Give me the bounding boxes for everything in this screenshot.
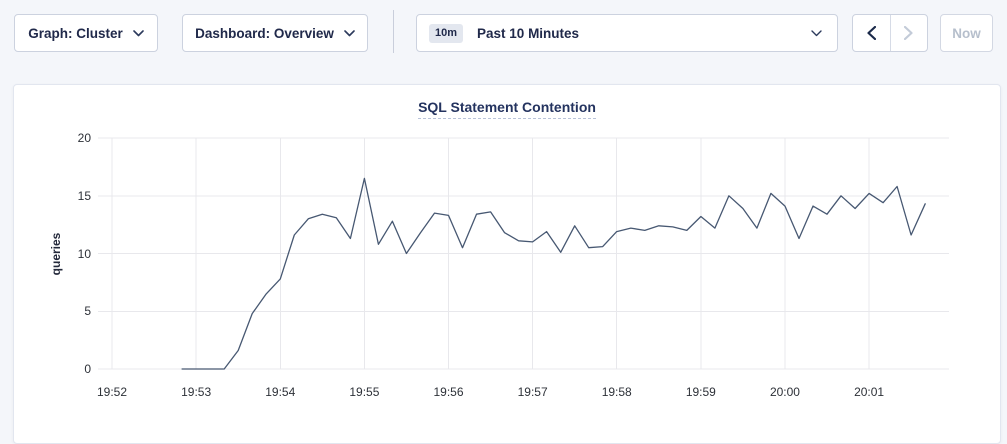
line-chart-plot[interactable] [98,137,949,370]
chart-title[interactable]: SQL Statement Contention [418,99,596,119]
now-button[interactable]: Now [940,14,993,52]
y-tick-label: 20 [77,131,91,145]
x-tick-label: 19:54 [265,385,296,399]
chart-card: SQL Statement Contention queries 0 5 10 15 2… [13,84,1001,444]
toolbar: Graph: Cluster Dashboard: Overview 10m P… [0,0,1007,70]
toolbar-divider [393,10,394,53]
chevron-left-icon [867,26,876,40]
y-tick-label: 0 [84,362,91,376]
chevron-down-icon [132,29,144,36]
time-forward-button[interactable] [889,15,928,51]
graph-dropdown-label: Graph: Cluster [28,25,123,41]
x-tick-label: 19:53 [181,385,212,399]
series-line-queries [181,177,926,370]
time-range-picker[interactable]: 10m Past 10 Minutes [416,14,838,52]
y-tick-label: 15 [77,188,91,203]
x-tick-label: 19:57 [517,385,548,399]
x-tick-label: 19:55 [349,385,380,399]
x-tick-label: 19:52 [97,385,128,399]
dashboard-dropdown-label: Dashboard: Overview [195,25,334,41]
dashboard-dropdown[interactable]: Dashboard: Overview [182,14,368,52]
x-tick-label: 19:56 [433,385,464,399]
chart-title-row: SQL Statement Contention [14,99,1000,119]
time-range-label: Past 10 Minutes [477,25,580,41]
x-tick-label: 20:01 [854,385,885,399]
y-tick-label: 5 [84,304,91,319]
graph-dropdown[interactable]: Graph: Cluster [14,14,158,52]
y-tick-label: 10 [77,246,91,261]
time-range-badge: 10m [429,23,464,43]
x-tick-label: 20:00 [769,385,800,399]
time-nav-group [852,14,928,52]
chevron-right-icon [904,26,913,40]
time-back-button[interactable] [853,15,890,51]
chevron-down-icon [344,29,355,36]
chevron-down-icon [811,30,822,37]
x-tick-label: 19:59 [685,385,716,399]
x-tick-label: 19:58 [601,385,632,399]
